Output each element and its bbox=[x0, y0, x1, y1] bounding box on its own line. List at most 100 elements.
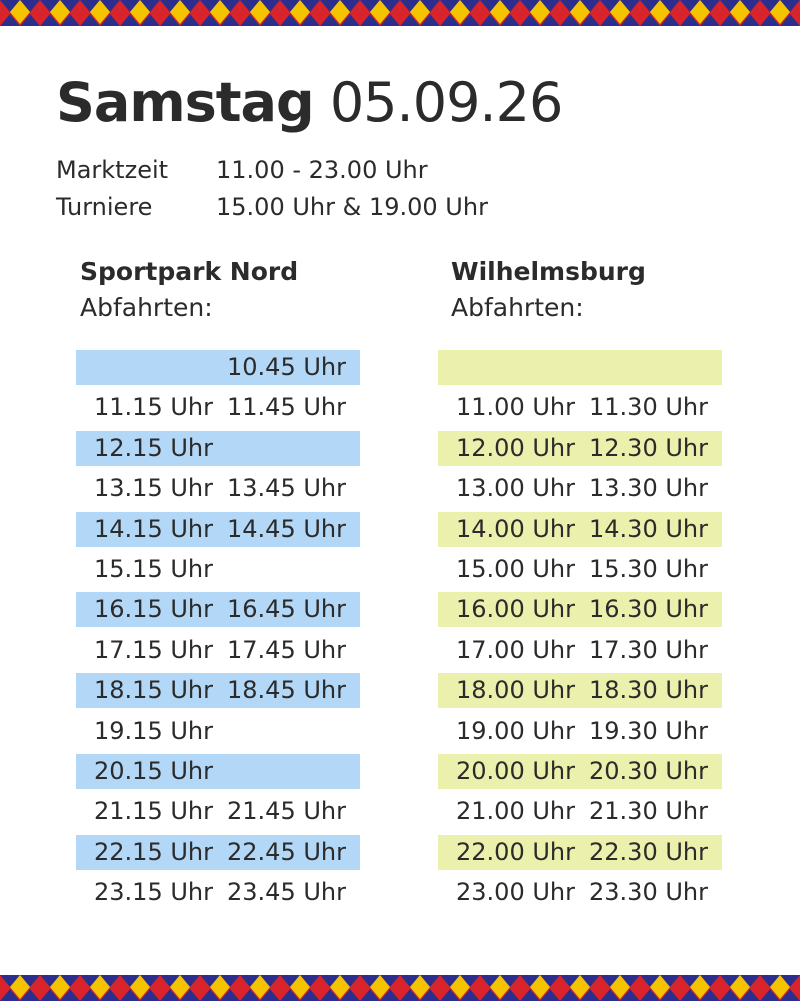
departure-time: 19.00 Uhr bbox=[456, 716, 575, 745]
departure-time: 21.45 Uhr bbox=[227, 797, 346, 826]
row-highlight-band bbox=[76, 511, 360, 547]
departure-time: 14.00 Uhr bbox=[456, 514, 575, 543]
departure-time: 16.15 Uhr bbox=[94, 595, 213, 624]
schedule-row: 17.15 Uhr 17.45 Uhr bbox=[76, 632, 360, 672]
departure-time: 12.00 Uhr bbox=[456, 433, 575, 462]
row-highlight-band bbox=[438, 511, 722, 547]
departure-time: 11.15 Uhr bbox=[94, 393, 213, 422]
departure-time: 19.15 Uhr bbox=[94, 716, 213, 745]
info-row-tournaments: Turniere 15.00 Uhr & 19.00 Uhr bbox=[56, 189, 556, 225]
row-highlight-band bbox=[76, 673, 360, 709]
row-highlight-band bbox=[438, 673, 722, 709]
schedule-row: 10.45 Uhr bbox=[76, 349, 360, 389]
departure-time: 23.00 Uhr bbox=[456, 878, 575, 907]
schedule-row bbox=[438, 349, 722, 389]
departure-time: 22.00 Uhr bbox=[456, 837, 575, 866]
departure-time: 16.30 Uhr bbox=[589, 595, 708, 624]
departure-time: 14.15 Uhr bbox=[94, 514, 213, 543]
title-day: Samstag bbox=[56, 71, 315, 134]
departure-time: 20.00 Uhr bbox=[456, 756, 575, 785]
departure-time: 13.15 Uhr bbox=[94, 474, 213, 503]
schedule-row: 16.15 Uhr 16.45 Uhr bbox=[76, 591, 360, 631]
row-highlight-band bbox=[76, 834, 360, 870]
departure-time: 16.45 Uhr bbox=[227, 595, 346, 624]
departure-time: 20.30 Uhr bbox=[589, 756, 708, 785]
departure-time: 12.15 Uhr bbox=[94, 433, 213, 462]
row-highlight-band bbox=[76, 592, 360, 628]
schedule-row: 23.00 Uhr 23.30 Uhr bbox=[438, 874, 722, 914]
departure-time: 17.15 Uhr bbox=[94, 635, 213, 664]
row-highlight-band bbox=[438, 430, 722, 466]
departure-time: 21.00 Uhr bbox=[456, 797, 575, 826]
departure-time: 19.30 Uhr bbox=[589, 716, 708, 745]
info-label: Turniere bbox=[56, 193, 153, 221]
schedule-row: 11.15 Uhr 11.45 Uhr bbox=[76, 389, 360, 429]
departure-time: 15.00 Uhr bbox=[456, 554, 575, 583]
schedule-row: 19.00 Uhr 19.30 Uhr bbox=[438, 713, 722, 753]
schedule-row: 22.00 Uhr 22.30 Uhr bbox=[438, 834, 722, 874]
departure-time: 11.30 Uhr bbox=[589, 393, 708, 422]
departure-time: 12.30 Uhr bbox=[589, 433, 708, 462]
schedule-row: 15.15 Uhr bbox=[76, 551, 360, 591]
schedule-row: 21.00 Uhr 21.30 Uhr bbox=[438, 793, 722, 833]
schedule-row: 13.15 Uhr 13.45 Uhr bbox=[76, 470, 360, 510]
departure-time: 16.00 Uhr bbox=[456, 595, 575, 624]
schedule-row: 14.15 Uhr 14.45 Uhr bbox=[76, 511, 360, 551]
schedule-row: 19.15 Uhr bbox=[76, 713, 360, 753]
schedule-row: 11.00 Uhr 11.30 Uhr bbox=[438, 389, 722, 429]
row-highlight-band bbox=[438, 834, 722, 870]
departure-time: 22.15 Uhr bbox=[94, 837, 213, 866]
departure-time: 15.15 Uhr bbox=[94, 554, 213, 583]
row-highlight-band bbox=[438, 753, 722, 789]
departures-label: Abfahrten: bbox=[80, 293, 213, 322]
schedule-row: 17.00 Uhr 17.30 Uhr bbox=[438, 632, 722, 672]
info-value: 15.00 Uhr & 19.00 Uhr bbox=[216, 193, 488, 221]
departure-time: 21.15 Uhr bbox=[94, 797, 213, 826]
schedule-row: 22.15 Uhr 22.45 Uhr bbox=[76, 834, 360, 874]
departure-time: 14.30 Uhr bbox=[589, 514, 708, 543]
schedule-row: 12.15 Uhr bbox=[76, 430, 360, 470]
schedule-row: 18.00 Uhr 18.30 Uhr bbox=[438, 672, 722, 712]
top-pattern-border bbox=[0, 0, 800, 26]
departure-time: 17.45 Uhr bbox=[227, 635, 346, 664]
departure-time: 11.45 Uhr bbox=[227, 393, 346, 422]
schedule-sportpark: 10.45 Uhr 11.15 Uhr 11.45 Uhr 12.15 Uhr 13.1… bbox=[76, 349, 360, 914]
departure-time: 23.45 Uhr bbox=[227, 878, 346, 907]
schedule-row: 23.15 Uhr 23.45 Uhr bbox=[76, 874, 360, 914]
departure-time: 14.45 Uhr bbox=[227, 514, 346, 543]
departure-time: 17.30 Uhr bbox=[589, 635, 708, 664]
departure-time: 15.30 Uhr bbox=[589, 554, 708, 583]
departure-time: 18.45 Uhr bbox=[227, 676, 346, 705]
departure-time: 13.45 Uhr bbox=[227, 474, 346, 503]
schedule-row: 21.15 Uhr 21.45 Uhr bbox=[76, 793, 360, 833]
row-highlight-band bbox=[76, 350, 360, 385]
departure-time: 23.30 Uhr bbox=[589, 878, 708, 907]
info-row-market-time: Marktzeit 11.00 - 23.00 Uhr bbox=[56, 152, 556, 188]
info-label: Marktzeit bbox=[56, 156, 169, 184]
departure-time: 17.00 Uhr bbox=[456, 635, 575, 664]
departure-time: 13.30 Uhr bbox=[589, 474, 708, 503]
row-highlight-band bbox=[438, 350, 722, 385]
departure-time: 18.30 Uhr bbox=[589, 676, 708, 705]
column-header-sportpark: Sportpark Nord Abfahrten: bbox=[80, 254, 298, 326]
title-date: 05.09.26 bbox=[329, 71, 563, 134]
departure-time: 13.00 Uhr bbox=[456, 474, 575, 503]
schedule-wilhelmsburg: 11.00 Uhr 11.30 Uhr 12.00 Uhr 12.30 Uhr 13.0… bbox=[438, 349, 722, 914]
info-value: 11.00 - 23.00 Uhr bbox=[216, 156, 428, 184]
departure-time: 20.15 Uhr bbox=[94, 756, 213, 785]
departure-time: 18.00 Uhr bbox=[456, 676, 575, 705]
schedule-row: 15.00 Uhr 15.30 Uhr bbox=[438, 551, 722, 591]
departure-time: 21.30 Uhr bbox=[589, 797, 708, 826]
column-header-wilhelmsburg: Wilhelmsburg Abfahrten: bbox=[451, 254, 646, 326]
page-title: Samstag 05.09.26 bbox=[56, 68, 563, 138]
schedule-row: 12.00 Uhr 12.30 Uhr bbox=[438, 430, 722, 470]
stop-name: Sportpark Nord bbox=[80, 257, 299, 286]
schedule-row: 13.00 Uhr 13.30 Uhr bbox=[438, 470, 722, 510]
departure-time: 10.45 Uhr bbox=[227, 353, 346, 381]
departure-time: 11.00 Uhr bbox=[456, 393, 575, 422]
departure-time: 22.30 Uhr bbox=[589, 837, 708, 866]
departure-time: 23.15 Uhr bbox=[94, 878, 213, 907]
row-highlight-band bbox=[76, 753, 360, 789]
row-highlight-band bbox=[438, 592, 722, 628]
bottom-pattern-border bbox=[0, 975, 800, 1001]
